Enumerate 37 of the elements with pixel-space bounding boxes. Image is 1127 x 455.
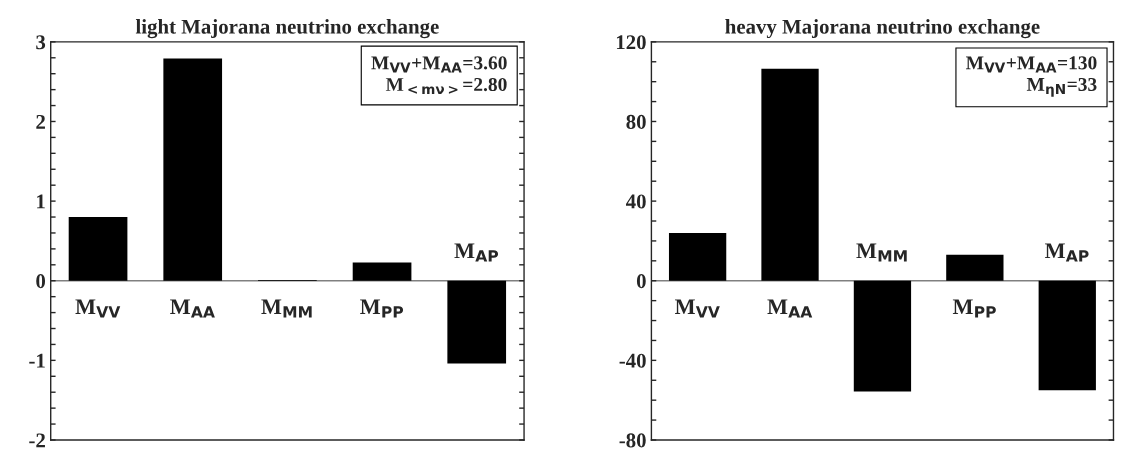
annotation: M$_{ηN}$=33 [1026,77,1097,97]
category-label: M$_{VV}$ [75,299,121,318]
bar [68,217,128,281]
bar [447,280,507,364]
category-label: M$_{MM}$ [261,299,312,318]
bar [352,262,412,281]
bar [1038,280,1096,391]
y-tick-label: -2 [29,433,45,448]
bar [853,280,912,392]
category-label: M$_{AP}$ [1044,243,1089,262]
category-label: M$_{VV}$ [674,299,720,318]
bar [163,58,223,281]
chart-title: heavy Majorana neutrino exchange [725,19,1040,39]
y-tick-label: 0 [636,274,646,289]
category-label: M$_{PP}$ [952,299,996,318]
category-label: M$_{PP}$ [360,299,404,318]
category-label: M$_{MM}$ [856,243,907,262]
annotation: M$_{<mν>}$=2.80 [385,77,507,95]
y-tick-label: 120 [616,35,646,50]
y-tick-label: 3 [36,35,46,50]
y-tick-label: -1 [29,353,45,368]
bar [761,68,819,281]
y-tick-label: 0 [36,274,46,289]
y-tick-label: 80 [626,114,646,129]
chart-title: light Majorana neutrino exchange [135,19,439,39]
bar [946,254,1004,281]
category-label: M$_{AP}$ [454,243,499,262]
category-label: M$_{AA}$ [767,299,813,318]
bar [668,232,727,281]
category-label: M$_{AA}$ [170,299,215,318]
y-tick-label: 1 [37,194,45,209]
y-tick-label: 2 [36,114,45,129]
y-tick-label: -80 [619,433,646,448]
annotation: M$_{VV}$+M$_{AA}$=3.60 [371,56,507,73]
y-tick-label: -40 [619,353,646,368]
y-tick-label: 40 [626,194,646,209]
annotation: M$_{VV}$+M$_{AA}$=130 [966,56,1097,73]
